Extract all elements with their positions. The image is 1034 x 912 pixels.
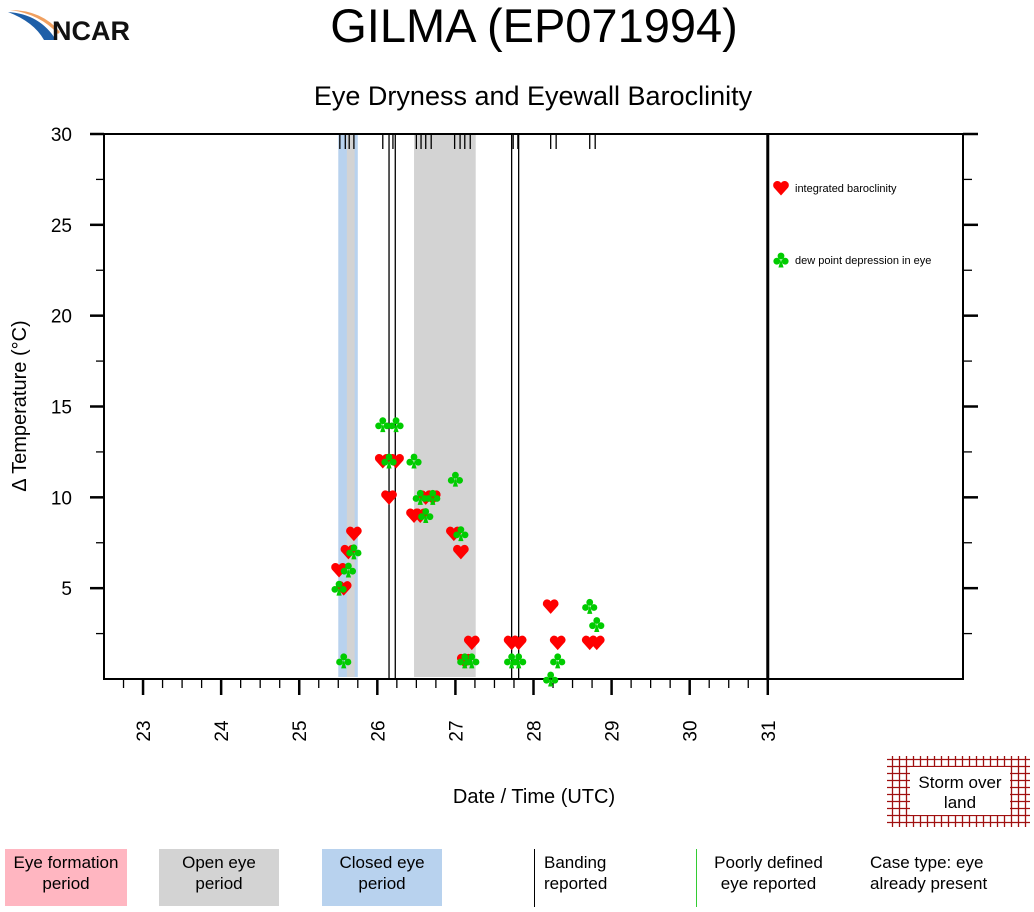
chart: Eye Dryness and Eyewall Baroclinity 5 10 1…	[9, 81, 1030, 827]
legend-label-baroclinity: integrated baroclinity	[795, 183, 897, 195]
club-point	[589, 617, 605, 632]
club-point	[543, 671, 559, 687]
storm-over-land-legend: Storm over land	[887, 756, 1030, 827]
svg-text:NCAR: NCAR	[52, 16, 130, 46]
legend-open-eye: Open eye period	[159, 849, 279, 906]
legend-eye-formation: Eye formation period	[5, 849, 127, 906]
x-tick-label: 31	[759, 720, 780, 741]
x-tick-label: 30	[681, 720, 702, 741]
club-point	[375, 417, 391, 433]
legend-heart-icon	[773, 181, 789, 196]
x-tick-label: 26	[368, 720, 389, 741]
y-tick-label: 20	[51, 307, 72, 328]
x-axis-label: Date / Time (UTC)	[453, 786, 615, 808]
svg-text:land: land	[944, 793, 976, 812]
legend-club-icon	[773, 252, 789, 268]
legend-banding: Banding reported	[534, 849, 624, 907]
open-eye-band	[346, 134, 355, 677]
x-tick-label: 27	[446, 720, 467, 741]
ncar-logo: NCAR	[8, 10, 130, 46]
y-tick-label: 25	[51, 216, 72, 237]
open-eye-band	[414, 134, 476, 677]
y-tick-label: 15	[51, 398, 72, 419]
svg-text:Storm over: Storm over	[918, 773, 1001, 792]
legend-closed-eye: Closed eye period	[322, 849, 442, 906]
x-tick-label: 28	[525, 720, 546, 741]
heart-point	[381, 490, 397, 505]
club-point	[388, 417, 404, 433]
legend-label-dewpoint: dew point depression in eye	[795, 255, 931, 267]
club-point	[550, 653, 566, 669]
x-tick-label: 25	[290, 720, 311, 741]
x-tick-label: 29	[603, 720, 624, 741]
x-tick-label: 24	[212, 720, 233, 742]
legend: integrated baroclinity dew point depress…	[773, 181, 931, 268]
page-title: GILMA (EP071994)	[330, 0, 738, 52]
x-tick-label: 23	[134, 720, 155, 741]
heart-point	[542, 599, 559, 614]
y-axis-label: Δ Temperature (°C)	[9, 320, 31, 491]
chart-title: Eye Dryness and Eyewall Baroclinity	[314, 81, 753, 111]
y-tick-label: 10	[51, 488, 72, 509]
club-point	[582, 598, 598, 614]
heart-point	[549, 635, 566, 651]
y-tick-label: 5	[61, 579, 72, 600]
plot-frame	[103, 133, 964, 680]
y-tick-label: 30	[51, 125, 72, 146]
legend-poorly-defined: Poorly defined eye reported	[696, 849, 836, 907]
legend-case-type: Case type: eye already present	[870, 853, 988, 893]
